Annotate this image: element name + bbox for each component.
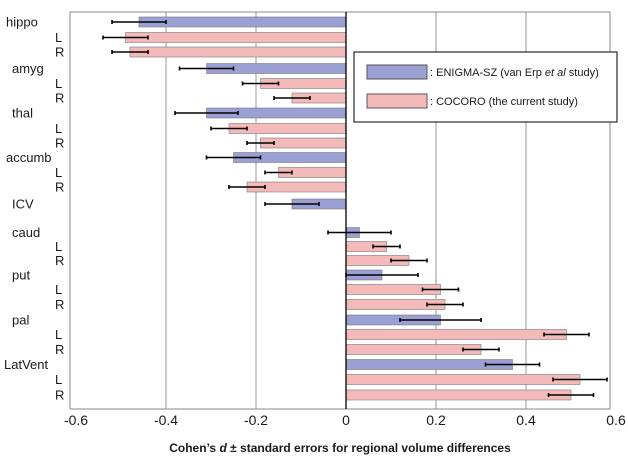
plot-frame	[69, 11, 611, 410]
cocoro-bar	[129, 46, 347, 58]
category-label: R	[55, 45, 64, 60]
legend-label: : COCORO (the current study)	[430, 96, 578, 108]
legend-label: : ENIGMA-SZ (van Erp et al study)	[430, 67, 599, 79]
category-labels: hippoLRamygLRthalLRaccumbLRICVcaudLRputL…	[4, 15, 64, 403]
category-label: amyg	[12, 61, 44, 76]
category-label: L	[55, 327, 62, 342]
x-tick-label: -0.6	[64, 412, 88, 428]
category-label: caud	[12, 225, 40, 240]
category-label: R	[55, 91, 64, 106]
category-label: accumb	[6, 150, 52, 165]
category-label: R	[55, 253, 64, 268]
enigma-bar	[138, 16, 347, 28]
category-label: L	[55, 76, 62, 91]
category-label: pal	[12, 313, 29, 328]
legend-swatch	[366, 93, 428, 109]
category-label: L	[55, 165, 62, 180]
category-label: LatVent	[4, 357, 48, 372]
x-tick-labels: -0.6 -0.4 -0.2 0 0.2 0.4 0.6	[64, 412, 626, 428]
x-tick-label: -0.2	[244, 412, 268, 428]
category-label: put	[12, 268, 30, 283]
category-label: thal	[12, 106, 33, 121]
x-tick-label: 0	[342, 412, 350, 428]
category-label: R	[55, 297, 64, 312]
cocoro-bar	[345, 389, 572, 401]
cocoro-bar	[125, 32, 347, 43]
x-tick-label: -0.4	[154, 412, 178, 428]
legend: : ENIGMA-SZ (van Erp et al study) : COCOR…	[353, 51, 618, 123]
category-label: L	[55, 239, 62, 254]
category-label: L	[55, 372, 62, 387]
category-label: R	[55, 136, 64, 151]
category-label: L	[55, 30, 62, 45]
legend-box	[353, 51, 618, 123]
category-label: R	[55, 180, 64, 195]
x-axis-label: Cohen’s d ± standard errors for regional…	[169, 441, 511, 455]
cocoro-bar	[345, 344, 482, 355]
x-tick-label: 0.6	[606, 412, 626, 428]
cocoro-bar	[345, 374, 581, 385]
category-label: hippo	[6, 15, 38, 30]
error-bars-layer	[102, 12, 608, 409]
category-label: ICV	[12, 197, 34, 212]
category-label: L	[55, 121, 62, 136]
category-label: L	[55, 282, 62, 297]
x-tick-label: 0.4	[516, 412, 536, 428]
legend-swatch	[366, 64, 428, 80]
category-label: R	[55, 342, 64, 357]
category-label: R	[55, 388, 64, 403]
cocoro-bar	[345, 329, 567, 340]
x-tick-label: 0.2	[426, 412, 446, 428]
